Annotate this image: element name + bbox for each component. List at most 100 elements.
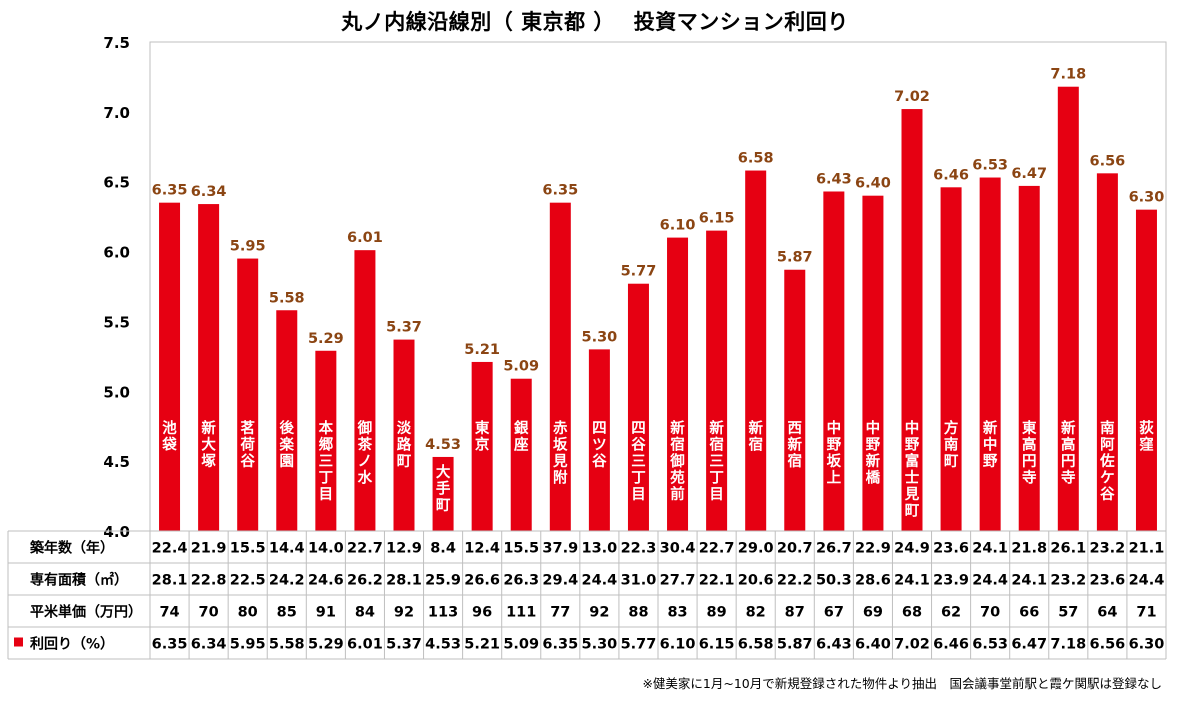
category-label: 御茶ノ水 (357, 419, 373, 487)
chart-title: 丸ノ内線沿線別（ 東京都 ） 投資マンション利回り (341, 10, 849, 34)
table-cell: 24.4 (581, 573, 617, 589)
table-cell: 37.9 (542, 541, 578, 557)
table-cell: 111 (506, 605, 536, 621)
bar-value-label: 5.77 (621, 264, 657, 280)
table-cell: 23.9 (933, 573, 969, 589)
bar (745, 170, 767, 531)
bar (901, 109, 923, 531)
table-cell: 69 (863, 605, 883, 621)
table-cell: 5.58 (269, 637, 305, 653)
category-label: 本郷三丁目 (319, 419, 334, 503)
y-tick-label: 4.5 (103, 453, 130, 471)
table-cell: 26.7 (816, 541, 852, 557)
table-cell: 82 (746, 605, 766, 621)
table-cell: 28.6 (855, 573, 891, 589)
bar-value-label: 6.34 (191, 184, 227, 200)
bar-value-label: 5.21 (464, 342, 500, 358)
bar-value-label: 7.02 (894, 89, 930, 105)
category-label: 新宿 (748, 419, 763, 454)
bar (432, 456, 454, 531)
table-cell: 6.47 (1011, 637, 1047, 653)
bar-value-label: 6.35 (542, 183, 578, 199)
bar (393, 339, 415, 531)
legend-swatch (14, 637, 23, 647)
category-label: 四ツ谷 (592, 421, 607, 470)
table-cell: 23.2 (1089, 541, 1125, 557)
bar-value-label: 6.35 (152, 183, 188, 199)
bar (237, 258, 259, 531)
bar-value-label: 6.15 (699, 211, 735, 227)
table-cell: 24.2 (269, 573, 305, 589)
bar (1057, 86, 1079, 532)
table-cell: 22.2 (777, 573, 813, 589)
bar-value-label: 6.30 (1129, 190, 1165, 206)
table-cell: 25.9 (425, 573, 461, 589)
table-cell: 22.4 (152, 541, 188, 557)
category-label: 淡路町 (397, 420, 412, 470)
table-cell: 91 (316, 605, 336, 621)
table-cell: 22.5 (230, 573, 266, 589)
table-cell: 68 (902, 605, 922, 621)
bar-value-label: 5.30 (581, 329, 617, 345)
table-cell: 70 (199, 605, 219, 621)
bar (706, 230, 728, 531)
table-cell: 8.4 (430, 541, 456, 557)
table-cell: 21.9 (191, 541, 227, 557)
bar-value-label: 4.53 (425, 437, 461, 453)
table-cell: 14.4 (269, 541, 305, 557)
category-label: 新大塚 (201, 419, 216, 470)
value-labels: 6.35 6.345.955.585.296.015.374.535.215.09… (152, 67, 1165, 453)
table-cell: 113 (428, 605, 458, 621)
table-cell: 24.4 (1129, 573, 1165, 589)
category-label: 西新宿 (788, 420, 803, 470)
table-cell: 6.53 (972, 637, 1008, 653)
bar-value-label: 7.18 (1050, 67, 1086, 83)
table-cell: 21.1 (1129, 541, 1165, 557)
bar-value-label: 6.53 (972, 158, 1008, 174)
table-cell: 6.01 (347, 637, 383, 653)
table-cell: 7.18 (1050, 637, 1086, 653)
table-cell: 26.2 (347, 573, 383, 589)
table-cell: 80 (238, 605, 258, 621)
table-cell: 6.40 (855, 637, 891, 653)
table-cell: 6.30 (1129, 637, 1165, 653)
table-cell: 24.1 (894, 573, 930, 589)
category-label: 四谷三丁目 (631, 421, 646, 503)
table-cell: 24.9 (894, 541, 930, 557)
bar-value-label: 6.56 (1089, 153, 1125, 169)
category-label: 茗荷谷 (240, 419, 255, 470)
category-label: 新宿御苑前 (669, 419, 685, 503)
table-cell: 22.9 (855, 541, 891, 557)
bar (940, 187, 962, 531)
category-label: 中野坂上 (827, 419, 842, 487)
table-cell: 5.95 (230, 637, 266, 653)
table-cell: 24.1 (972, 541, 1008, 557)
category-label: 東高円寺 (1022, 419, 1037, 487)
bar-value-label: 6.58 (738, 151, 774, 167)
bar-value-label: 5.37 (386, 320, 422, 336)
table-cell: 21.8 (1011, 541, 1047, 557)
table-cell: 24.6 (308, 573, 344, 589)
table-cell: 6.46 (933, 637, 969, 653)
table-cell: 83 (667, 605, 687, 621)
table-cell: 5.87 (777, 637, 813, 653)
table-cell: 26.3 (503, 573, 539, 589)
table-cell: 20.7 (777, 541, 813, 557)
category-label: 新宿三丁目 (709, 419, 724, 503)
table-row-header: 専有面積（㎡） (30, 572, 128, 589)
bar-value-label: 6.01 (347, 230, 383, 246)
table-cell: 6.35 (542, 637, 578, 653)
table-cell: 6.43 (816, 637, 852, 653)
table-cell: 89 (707, 605, 727, 621)
bar (862, 195, 884, 531)
table-cell: 74 (159, 605, 179, 621)
bar (667, 237, 689, 531)
table-row-header: 築年数（年） (29, 540, 114, 557)
table-cell: 6.15 (699, 637, 735, 653)
table-cell: 64 (1097, 605, 1117, 621)
y-axis: 4.0 4.5 5.0 5.5 6.0 6.5 7.0 7.5 (103, 34, 1167, 541)
data-table: 築年数（年） 22.4 21.9 15.5 14.4 14.0 22.7 12.9 8.4 12.… (7, 530, 1167, 660)
bar (1096, 173, 1118, 531)
